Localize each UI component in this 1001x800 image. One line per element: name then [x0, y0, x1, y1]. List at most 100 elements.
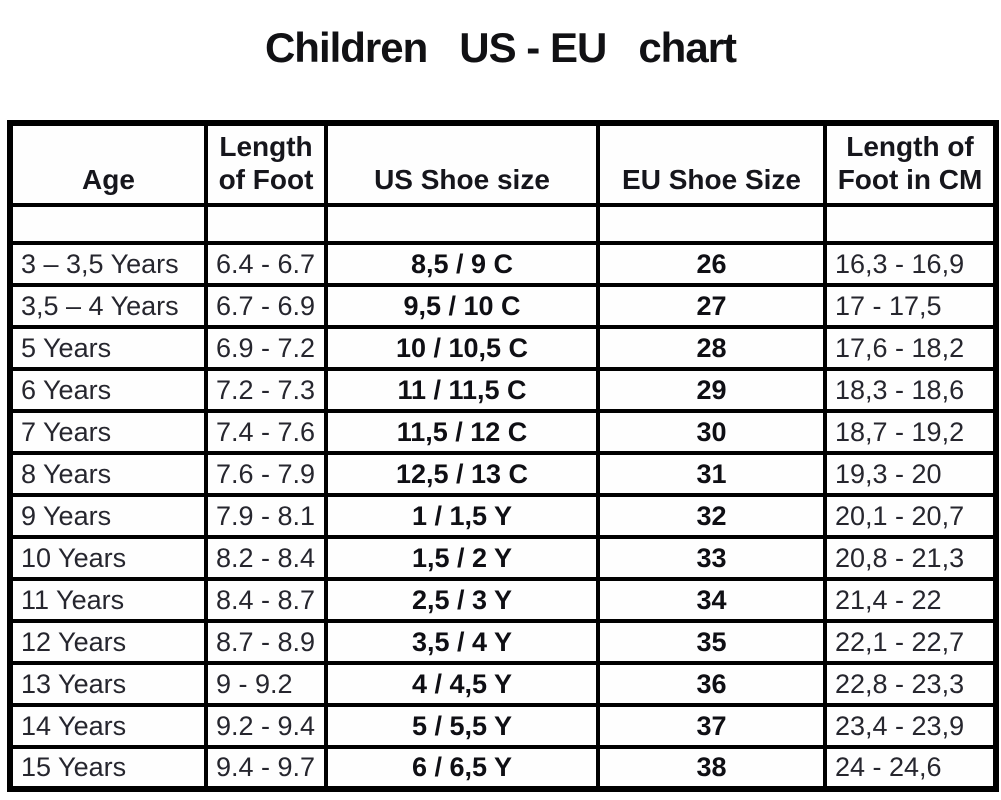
foot-cm-cell: 16,3 - 16,9: [823, 241, 998, 287]
foot-length-cell: 7.6 - 7.9: [204, 451, 328, 497]
us-size-cell: 6 / 6,5 Y: [324, 745, 600, 791]
foot-cm-cell: 22,1 - 22,7: [823, 619, 998, 665]
us-size-cell: 11 / 11,5 C: [324, 367, 600, 413]
foot-cm-cell: 17 - 17,5: [823, 283, 998, 329]
us-size-cell: 1,5 / 2 Y: [324, 535, 600, 581]
age-cell: 13 Years: [8, 661, 208, 707]
us-size-cell: 3,5 / 4 Y: [324, 619, 600, 665]
foot-cm-cell: 23,4 - 23,9: [823, 703, 998, 749]
foot-length-cell: 7.2 - 7.3: [204, 367, 328, 413]
age-cell: 12 Years: [8, 619, 208, 665]
eu-size-cell: 31: [596, 451, 827, 497]
header-eu-shoe-size: EU Shoe Size: [596, 121, 827, 207]
age-cell: 10 Years: [8, 535, 208, 581]
foot-cm-cell: 20,1 - 20,7: [823, 493, 998, 539]
foot-length-cell: 8.2 - 8.4: [204, 535, 328, 581]
table-row: 11 Years 8.4 - 8.7 2,5 / 3 Y 34 21,4 - 2…: [8, 577, 998, 623]
foot-cm-cell: 19,3 - 20: [823, 451, 998, 497]
table-row: 8 Years 7.6 - 7.9 12,5 / 13 C 31 19,3 - …: [8, 451, 998, 497]
table-row: 15 Years 9.4 - 9.7 6 / 6,5 Y 38 24 - 24,…: [8, 745, 998, 791]
table-row: 3 – 3,5 Years 6.4 - 6.7 8,5 / 9 C 26 16,…: [8, 241, 998, 287]
header-length-of-foot: Length of Foot: [204, 121, 328, 207]
foot-cm-cell: 17,6 - 18,2: [823, 325, 998, 371]
foot-length-cell: 6.9 - 7.2: [204, 325, 328, 371]
us-size-cell: 11,5 / 12 C: [324, 409, 600, 455]
table-row: 14 Years 9.2 - 9.4 5 / 5,5 Y 37 23,4 - 2…: [8, 703, 998, 749]
age-cell: 5 Years: [8, 325, 208, 371]
header-length-of-foot-line1: Length: [219, 130, 313, 162]
eu-size-cell: 34: [596, 577, 827, 623]
foot-length-cell: 9.4 - 9.7: [204, 745, 328, 791]
foot-length-cell: 9 - 9.2: [204, 661, 328, 707]
us-size-cell: 4 / 4,5 Y: [324, 661, 600, 707]
us-size-cell: 8,5 / 9 C: [324, 241, 600, 287]
spacer-cell: [8, 203, 208, 245]
foot-length-cell: 8.7 - 8.9: [204, 619, 328, 665]
header-us-shoe-size-label: US Shoe size: [374, 164, 550, 196]
foot-length-cell: 8.4 - 8.7: [204, 577, 328, 623]
header-us-shoe-size: US Shoe size: [324, 121, 600, 207]
header-eu-shoe-size-label: EU Shoe Size: [622, 164, 801, 196]
foot-length-cell: 7.4 - 7.6: [204, 409, 328, 455]
foot-cm-cell: 21,4 - 22: [823, 577, 998, 623]
foot-length-cell: 9.2 - 9.4: [204, 703, 328, 749]
eu-size-cell: 38: [596, 745, 827, 791]
spacer-row: [8, 203, 998, 245]
spacer-cell: [324, 203, 600, 245]
age-cell: 11 Years: [8, 577, 208, 623]
table-row: 12 Years 8.7 - 8.9 3,5 / 4 Y 35 22,1 - 2…: [8, 619, 998, 665]
us-size-cell: 12,5 / 13 C: [324, 451, 600, 497]
eu-size-cell: 27: [596, 283, 827, 329]
table-row: 9 Years 7.9 - 8.1 1 / 1,5 Y 32 20,1 - 20…: [8, 493, 998, 539]
us-size-cell: 10 / 10,5 C: [324, 325, 600, 371]
eu-size-cell: 33: [596, 535, 827, 581]
foot-cm-cell: 18,7 - 19,2: [823, 409, 998, 455]
eu-size-cell: 26: [596, 241, 827, 287]
table-row: 13 Years 9 - 9.2 4 / 4,5 Y 36 22,8 - 23,…: [8, 661, 998, 707]
us-size-cell: 5 / 5,5 Y: [324, 703, 600, 749]
eu-size-cell: 30: [596, 409, 827, 455]
eu-size-cell: 37: [596, 703, 827, 749]
foot-cm-cell: 18,3 - 18,6: [823, 367, 998, 413]
foot-length-cell: 7.9 - 8.1: [204, 493, 328, 539]
foot-length-cell: 6.7 - 6.9: [204, 283, 328, 329]
foot-cm-cell: 24 - 24,6: [823, 745, 998, 791]
age-cell: 9 Years: [8, 493, 208, 539]
header-row: Age Length of Foot US Shoe size EU Shoe …: [8, 121, 998, 207]
eu-size-cell: 35: [596, 619, 827, 665]
age-cell: 6 Years: [8, 367, 208, 413]
us-size-cell: 9,5 / 10 C: [324, 283, 600, 329]
age-cell: 15 Years: [8, 745, 208, 791]
table-row: 6 Years 7.2 - 7.3 11 / 11,5 C 29 18,3 - …: [8, 367, 998, 413]
eu-size-cell: 32: [596, 493, 827, 539]
age-cell: 7 Years: [8, 409, 208, 455]
header-length-cm-line2: Foot in CM: [837, 164, 983, 196]
age-cell: 3 – 3,5 Years: [8, 241, 208, 287]
us-size-cell: 2,5 / 3 Y: [324, 577, 600, 623]
table-row: 5 Years 6.9 - 7.2 10 / 10,5 C 28 17,6 - …: [8, 325, 998, 371]
spacer-cell: [823, 203, 998, 245]
header-age-label: Age: [82, 164, 135, 196]
spacer-cell: [204, 203, 328, 245]
us-size-cell: 1 / 1,5 Y: [324, 493, 600, 539]
header-length-of-foot-line2: of Foot: [218, 164, 314, 196]
age-cell: 3,5 – 4 Years: [8, 283, 208, 329]
table-row: 7 Years 7.4 - 7.6 11,5 / 12 C 30 18,7 - …: [8, 409, 998, 455]
header-length-cm-line1: Length of: [846, 130, 974, 162]
spacer-cell: [596, 203, 827, 245]
age-cell: 14 Years: [8, 703, 208, 749]
foot-cm-cell: 20,8 - 21,3: [823, 535, 998, 581]
header-age: Age: [8, 121, 208, 207]
size-chart-table: Age Length of Foot US Shoe size EU Shoe …: [7, 120, 999, 792]
foot-length-cell: 6.4 - 6.7: [204, 241, 328, 287]
table-row: 3,5 – 4 Years 6.7 - 6.9 9,5 / 10 C 27 17…: [8, 283, 998, 329]
header-length-cm: Length of Foot in CM: [823, 121, 998, 207]
page-title: Children US - EU chart: [264, 24, 737, 71]
eu-size-cell: 36: [596, 661, 827, 707]
foot-cm-cell: 22,8 - 23,3: [823, 661, 998, 707]
eu-size-cell: 28: [596, 325, 827, 371]
table-row: 10 Years 8.2 - 8.4 1,5 / 2 Y 33 20,8 - 2…: [8, 535, 998, 581]
eu-size-cell: 29: [596, 367, 827, 413]
age-cell: 8 Years: [8, 451, 208, 497]
